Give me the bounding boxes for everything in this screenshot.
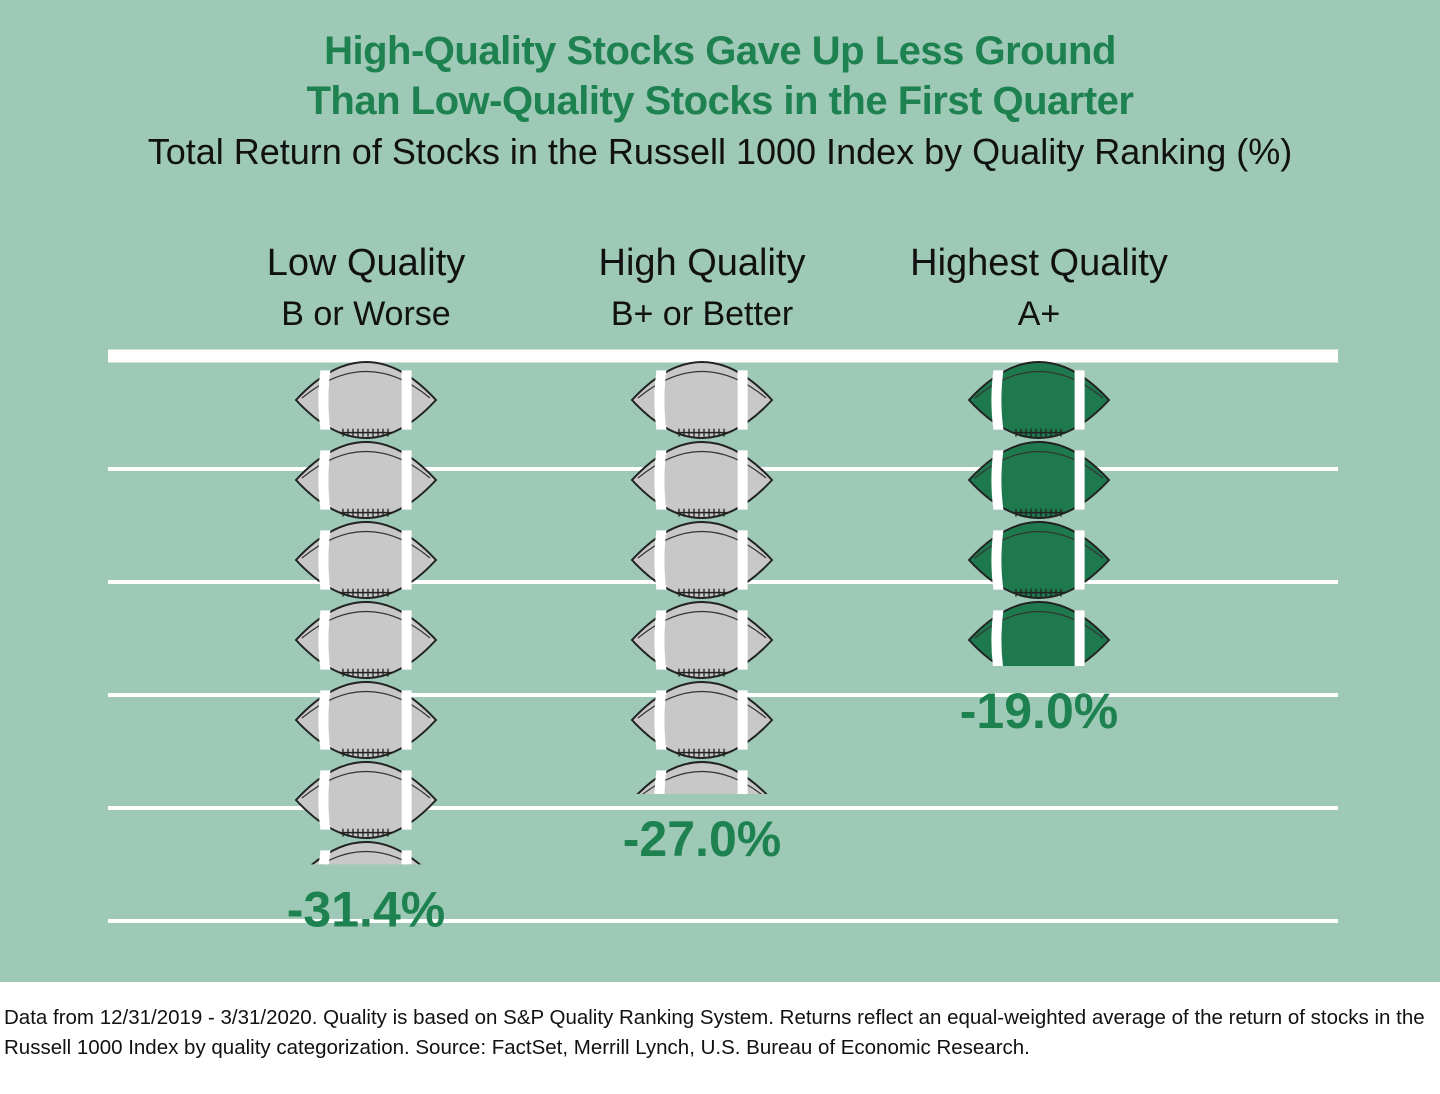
category-label: Highest Quality (910, 242, 1168, 284)
football-icon (967, 521, 1111, 599)
value-label: -27.0% (623, 811, 781, 867)
bar-football-stack (294, 361, 438, 865)
chart-title-line-2: Than Low-Quality Stocks in the First Qua… (306, 79, 1134, 123)
football-icon (636, 761, 768, 794)
football-icon (967, 441, 1111, 519)
football-icon (967, 361, 1111, 439)
category-label: High Quality (599, 242, 806, 284)
category-sublabel: B or Worse (281, 295, 450, 333)
bar-football-stack (630, 361, 774, 794)
football-icon (294, 441, 438, 519)
value-label: -31.4% (287, 881, 445, 937)
source-footnote: Data from 12/31/2019 - 3/31/2020. Qualit… (4, 1006, 1425, 1059)
football-icon (630, 361, 774, 439)
football-icon (294, 361, 438, 439)
category-sublabel: B+ or Better (611, 295, 793, 333)
football-icon (967, 601, 1111, 666)
football-icon (630, 521, 774, 599)
category-label: Low Quality (267, 242, 466, 284)
chart-subtitle: Total Return of Stocks in the Russell 10… (147, 131, 1293, 172)
football-icon (294, 521, 438, 599)
value-label: -19.0% (960, 683, 1118, 739)
football-icon (630, 441, 774, 519)
football-icon (630, 681, 774, 759)
football-icon (294, 761, 438, 839)
football-pictograph-chart: Low Quality B or Worse -31.4% High Quality B… (108, 242, 1338, 937)
category-sublabel: A+ (1018, 295, 1061, 333)
chart-title-line-1: High-Quality Stocks Gave Up Less Ground (324, 29, 1116, 73)
football-icon (310, 841, 422, 865)
bar-football-stack (967, 361, 1111, 666)
football-icon (294, 601, 438, 679)
football-icon (294, 681, 438, 759)
football-icon (630, 601, 774, 679)
